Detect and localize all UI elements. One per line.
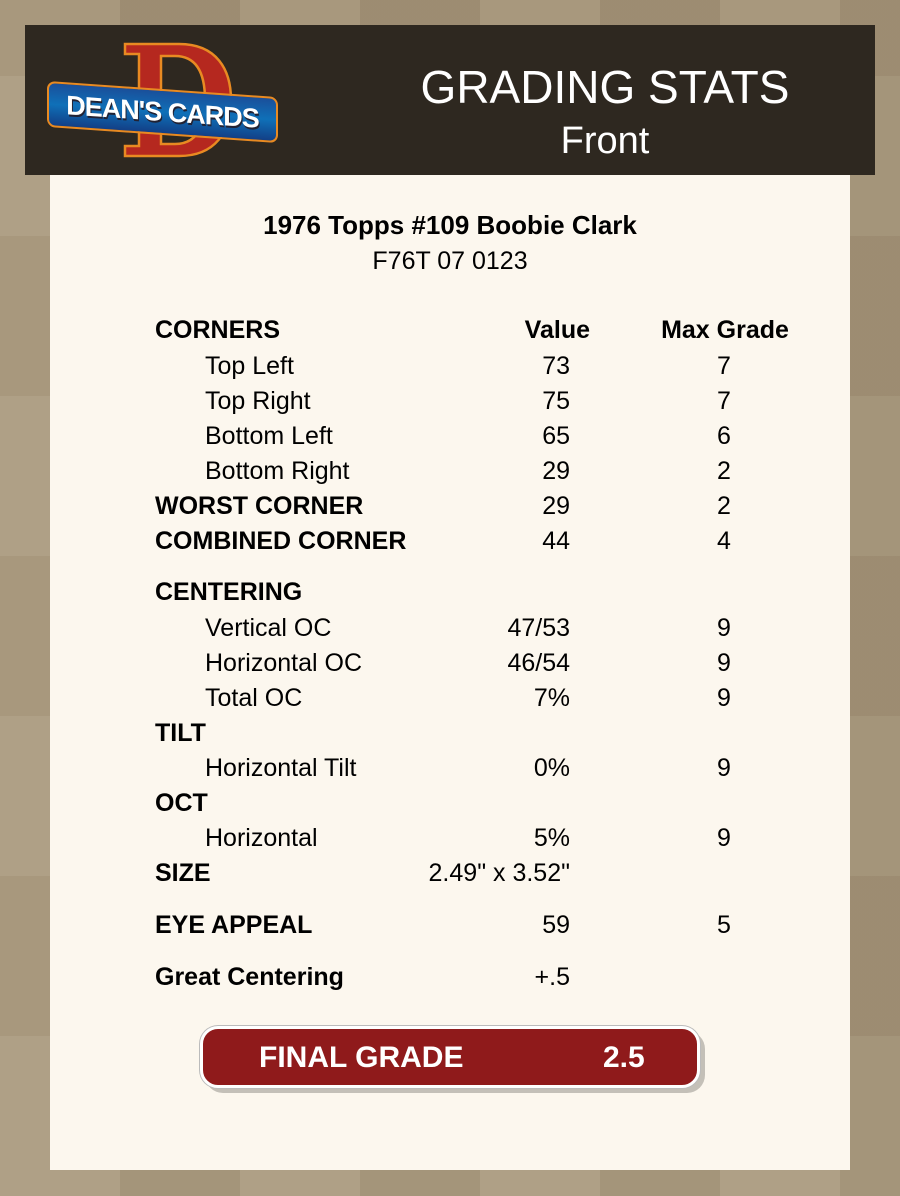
row-label: Top Left — [205, 352, 294, 380]
row-value: 0% — [533, 754, 570, 782]
row-max-grade: 9 — [717, 684, 731, 712]
deans-cards-logo: DEAN'S CARDS — [47, 37, 282, 162]
row-value: 59 — [542, 911, 570, 939]
row-max-grade: 4 — [717, 527, 731, 555]
row-max-grade: 2 — [717, 457, 731, 485]
logo-text: DEAN'S CARDS — [66, 89, 259, 134]
table-row: TILT — [0, 717, 900, 749]
row-label: CENTERING — [155, 578, 303, 606]
row-label: Vertical OC — [205, 614, 332, 642]
table-row: Horizontal OC 46/54 9 — [0, 647, 900, 679]
row-value: 65 — [542, 422, 570, 450]
row-label: Bottom Left — [205, 422, 333, 450]
table-row: Horizontal 5% 9 — [0, 822, 900, 854]
max-grade-column-header: Max Grade — [661, 316, 789, 344]
table-row: COMBINED CORNER 44 4 — [0, 525, 900, 557]
table-row: Top Right 75 7 — [0, 385, 900, 417]
page-subtitle: Front — [560, 120, 650, 162]
final-grade-label: FINAL GRADE — [259, 1041, 464, 1074]
table-row: WORST CORNER 29 2 — [0, 490, 900, 522]
row-value: 73 — [542, 352, 570, 380]
row-label: Horizontal OC — [205, 649, 362, 677]
row-label: Bottom Right — [205, 457, 350, 485]
row-value: 44 — [542, 527, 570, 555]
row-max-grade: 9 — [717, 754, 731, 782]
row-label: EYE APPEAL — [155, 911, 313, 939]
row-value: 47/53 — [507, 614, 570, 642]
row-value: 29 — [542, 492, 570, 520]
table-row: EYE APPEAL 59 5 — [0, 909, 900, 941]
table-row: Great Centering +.5 — [0, 961, 900, 993]
table-row: Vertical OC 47/53 9 — [0, 612, 900, 644]
row-label: Total OC — [205, 684, 303, 712]
row-label: Horizontal — [205, 824, 318, 852]
row-value: +.5 — [534, 963, 570, 991]
row-label: SIZE — [155, 859, 211, 887]
row-max-grade: 7 — [717, 387, 731, 415]
table-row: Bottom Left 65 6 — [0, 420, 900, 452]
row-max-grade: 7 — [717, 352, 731, 380]
value-column-header: Value — [524, 316, 590, 344]
table-row: OCT — [0, 787, 900, 819]
row-label: Top Right — [205, 387, 311, 415]
final-grade-value: 2.5 — [603, 1041, 645, 1074]
corners-heading: CORNERS — [155, 316, 281, 344]
stats-panel — [50, 175, 850, 1170]
page-title: GRADING STATS — [420, 61, 790, 113]
final-grade-badge: FINAL GRADE 2.5 — [200, 1026, 700, 1088]
row-value: 75 — [542, 387, 570, 415]
row-max-grade: 6 — [717, 422, 731, 450]
logo-banner: DEAN'S CARDS — [47, 80, 278, 144]
row-value: 46/54 — [507, 649, 570, 677]
table-row: SIZE 2.49" x 3.52" — [0, 857, 900, 889]
row-max-grade: 5 — [717, 911, 731, 939]
row-max-grade: 9 — [717, 614, 731, 642]
row-label: TILT — [155, 719, 206, 747]
row-max-grade: 2 — [717, 492, 731, 520]
row-value: 7% — [533, 684, 570, 712]
row-label: OCT — [155, 789, 208, 817]
row-label: WORST CORNER — [155, 492, 364, 520]
table-row: Total OC 7% 9 — [0, 682, 900, 714]
row-value: 29 — [542, 457, 570, 485]
row-value: 5% — [533, 824, 570, 852]
table-header: CORNERS Value Max Grade — [0, 314, 900, 346]
row-value: 2.49" x 3.52" — [428, 859, 570, 887]
row-label: COMBINED CORNER — [155, 527, 407, 555]
cert-number: F76T 07 0123 — [372, 247, 528, 275]
table-row: Bottom Right 29 2 — [0, 455, 900, 487]
row-label: Horizontal Tilt — [205, 754, 357, 782]
table-row: CENTERING — [0, 576, 900, 608]
table-row: Horizontal Tilt 0% 9 — [0, 752, 900, 784]
card-name: 1976 Topps #109 Boobie Clark — [263, 210, 637, 240]
row-max-grade: 9 — [717, 824, 731, 852]
table-row: Top Left 73 7 — [0, 350, 900, 382]
row-label: Great Centering — [155, 963, 344, 991]
row-max-grade: 9 — [717, 649, 731, 677]
header: DEAN'S CARDS GRADING STATS Front — [25, 25, 875, 175]
